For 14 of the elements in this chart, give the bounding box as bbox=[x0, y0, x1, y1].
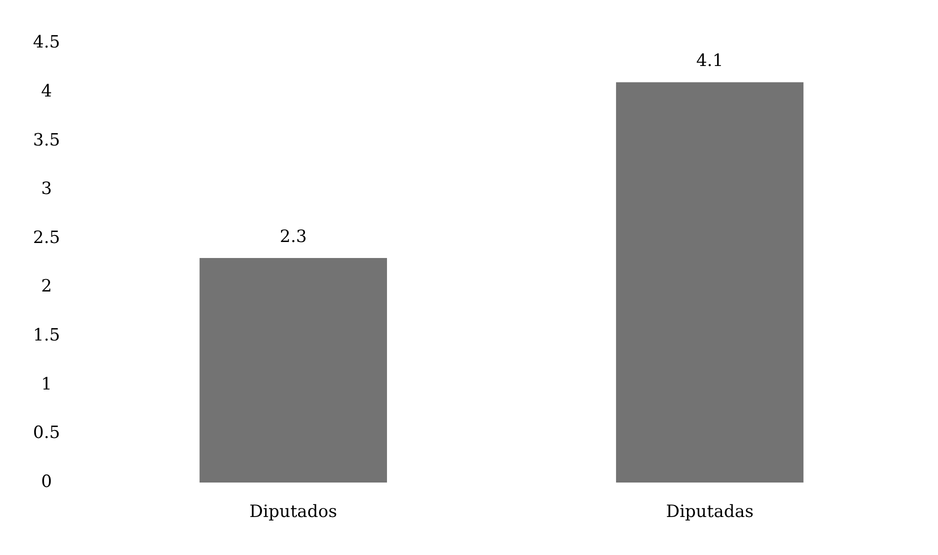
x-tick-label: Diputadas bbox=[666, 502, 754, 522]
y-tick-label: 4 bbox=[41, 81, 52, 102]
x-tick-label: Diputados bbox=[249, 502, 338, 522]
y-tick-label: 2 bbox=[41, 276, 52, 297]
y-tick-label: 0 bbox=[41, 472, 52, 492]
y-tick-label: 1 bbox=[41, 374, 52, 394]
data-label: 2.3 bbox=[280, 226, 307, 247]
data-label: 4.1 bbox=[696, 51, 724, 72]
y-tick-label: 1.5 bbox=[32, 326, 60, 346]
y-tick-label: 3.5 bbox=[32, 130, 60, 150]
y-tick-label: 2.5 bbox=[32, 228, 60, 248]
y-tick-label: 4.5 bbox=[32, 32, 60, 53]
y-tick-label: 3 bbox=[41, 179, 52, 200]
y-tick-label: 0.5 bbox=[32, 423, 60, 444]
